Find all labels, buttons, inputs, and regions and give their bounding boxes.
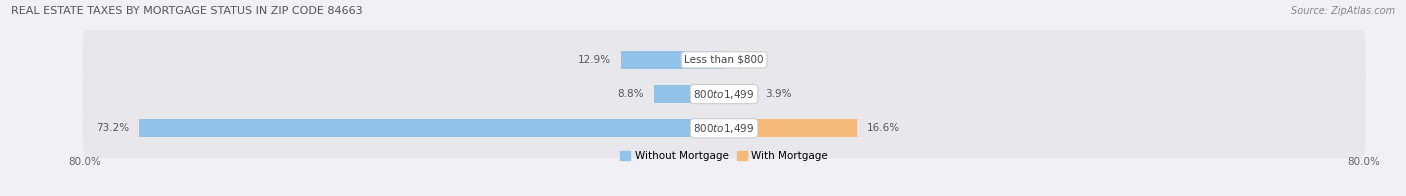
Legend: Without Mortgage, With Mortgage: Without Mortgage, With Mortgage [616, 147, 832, 165]
FancyBboxPatch shape [83, 64, 1365, 124]
Text: $800 to $1,499: $800 to $1,499 [693, 122, 755, 135]
Text: Less than $800: Less than $800 [685, 55, 763, 65]
FancyBboxPatch shape [83, 98, 1365, 158]
Text: Source: ZipAtlas.com: Source: ZipAtlas.com [1291, 6, 1395, 16]
Text: 8.8%: 8.8% [617, 89, 644, 99]
Text: 73.2%: 73.2% [96, 123, 129, 133]
Text: 3.9%: 3.9% [765, 89, 792, 99]
FancyBboxPatch shape [83, 30, 1365, 90]
Bar [139, 119, 724, 137]
Text: 16.6%: 16.6% [866, 123, 900, 133]
Bar [621, 51, 724, 69]
Text: 0.11%: 0.11% [734, 55, 768, 65]
Text: $800 to $1,499: $800 to $1,499 [693, 88, 755, 101]
Bar [724, 85, 755, 103]
Text: REAL ESTATE TAXES BY MORTGAGE STATUS IN ZIP CODE 84663: REAL ESTATE TAXES BY MORTGAGE STATUS IN … [11, 6, 363, 16]
Bar [654, 85, 724, 103]
Text: 12.9%: 12.9% [578, 55, 612, 65]
Bar [724, 119, 856, 137]
